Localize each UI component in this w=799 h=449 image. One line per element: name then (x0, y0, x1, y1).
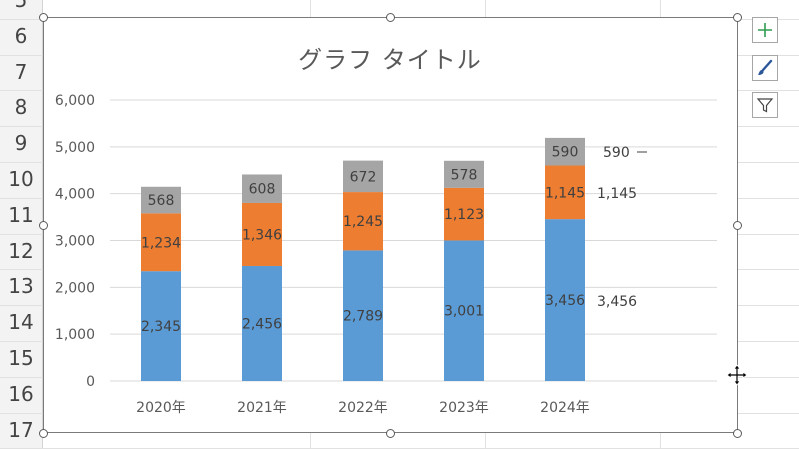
x-tick-label: 2021年 (237, 400, 287, 416)
row-number[interactable]: 5 (14, 0, 28, 12)
filter-icon (756, 98, 774, 113)
data-label: 1,123 (444, 207, 484, 223)
data-label: 3,001 (444, 304, 484, 320)
row-number[interactable]: 14 (8, 310, 34, 335)
data-label: 578 (451, 167, 478, 183)
resize-handle-top[interactable] (386, 13, 395, 22)
bar-segment (343, 160, 383, 193)
callout-label: 1,145 (597, 186, 637, 202)
bar-segment (343, 192, 383, 251)
bar-segment (444, 187, 484, 241)
bar-segment (141, 271, 181, 381)
resize-handle-bottom-right[interactable] (733, 429, 742, 438)
resize-handle-left[interactable] (39, 221, 48, 230)
plus-icon (758, 23, 772, 37)
y-tick-label: 5,000 (55, 140, 95, 156)
data-label: 1,145 (545, 185, 585, 201)
y-tick-label: 2,000 (55, 280, 95, 296)
row-number[interactable]: 17 (8, 417, 34, 442)
y-tick-label: 0 (86, 374, 95, 390)
chart-filters-button[interactable] (752, 92, 778, 118)
y-tick-label: 6,000 (55, 93, 95, 109)
row-number[interactable]: 9 (14, 131, 28, 156)
resize-handle-right[interactable] (733, 221, 742, 230)
data-label: 590 (552, 145, 579, 161)
bar-segment (141, 213, 181, 272)
data-label: 608 (249, 182, 276, 198)
bar-segment (242, 265, 282, 381)
row-number[interactable]: 13 (8, 274, 34, 299)
resize-handle-bottom[interactable] (386, 429, 395, 438)
bar-segment (444, 240, 484, 381)
bar-segment (545, 165, 585, 220)
row-number[interactable]: 8 (14, 95, 28, 120)
bar-segment (242, 174, 282, 203)
bar-segment (343, 250, 383, 381)
data-label: 1,346 (242, 227, 282, 243)
row-number[interactable]: 7 (14, 59, 28, 84)
bar-segment (242, 202, 282, 266)
x-tick-label: 2022年 (338, 400, 388, 416)
callout-label: 590 (603, 145, 630, 161)
chart-styles-button[interactable] (752, 55, 778, 81)
bar-segment (444, 160, 484, 188)
bar-segment (545, 219, 585, 381)
data-label: 2,789 (343, 309, 383, 325)
bar-segment (545, 137, 585, 166)
x-tick-label: 2024年 (540, 400, 590, 416)
bar-segment (141, 186, 181, 214)
data-label: 1,245 (343, 214, 383, 230)
y-tick-label: 1,000 (55, 327, 95, 343)
row-number[interactable]: 11 (8, 202, 34, 227)
x-tick-label: 2023年 (439, 400, 489, 416)
data-label: 3,456 (545, 293, 585, 309)
data-label: 2,345 (141, 319, 181, 335)
row-number[interactable]: 15 (8, 346, 34, 370)
y-tick-label: 3,000 (55, 234, 95, 250)
x-tick-label: 2020年 (136, 400, 186, 416)
data-label: 672 (350, 169, 377, 185)
resize-handle-top-left[interactable] (39, 13, 48, 22)
row-number[interactable]: 12 (8, 238, 34, 263)
move-cursor-icon (726, 364, 748, 386)
callout-label: 3,456 (597, 294, 637, 310)
row-number[interactable]: 16 (8, 381, 34, 406)
y-tick-label: 4,000 (55, 187, 95, 203)
row-number[interactable]: 10 (8, 167, 34, 191)
row-number[interactable]: 6 (14, 23, 28, 48)
chart-elements-button[interactable] (752, 17, 778, 43)
resize-handle-bottom-left[interactable] (39, 429, 48, 438)
data-label: 2,456 (242, 316, 282, 332)
chart-title[interactable]: グラフ タイトル (298, 46, 482, 74)
brush-icon (758, 59, 773, 75)
data-label: 1,234 (141, 235, 181, 251)
resize-handle-top-right[interactable] (733, 13, 742, 22)
data-label: 568 (148, 193, 175, 209)
